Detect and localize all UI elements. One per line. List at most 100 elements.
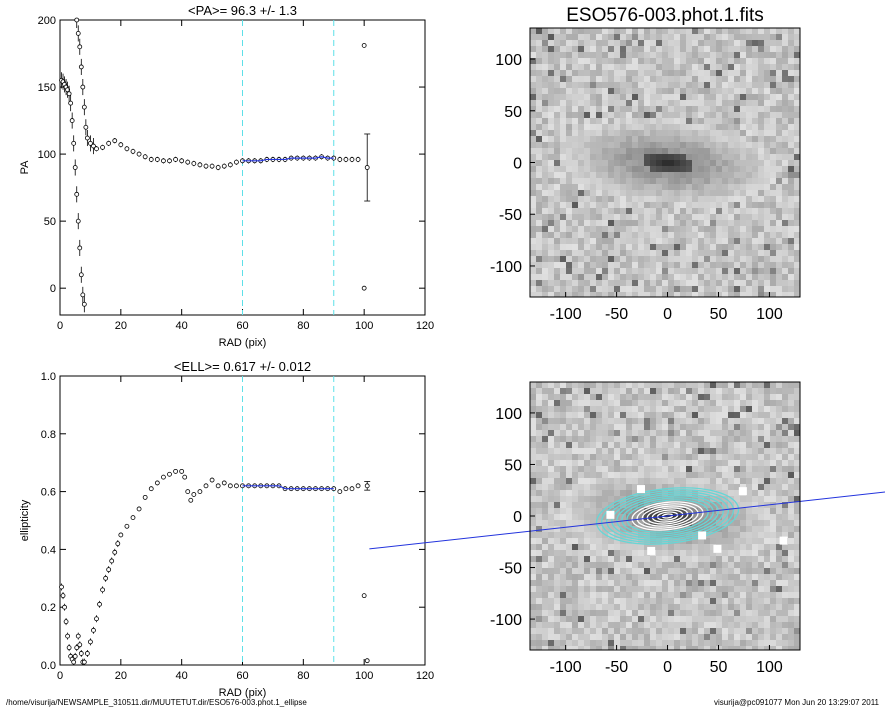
- data-point: [148, 486, 154, 492]
- data-point: [142, 154, 148, 160]
- x-tick-label: 100: [355, 320, 373, 332]
- data-point: [215, 483, 221, 489]
- data-point: [94, 616, 99, 622]
- data-point: [355, 157, 361, 162]
- y-tick-label: 200: [38, 15, 56, 27]
- data-point: [343, 157, 349, 162]
- x-axis-label: RAD (pix): [219, 687, 267, 699]
- x-tick-label: 20: [115, 670, 127, 682]
- y-tick-label: 50: [504, 104, 522, 121]
- y-tick-label: -100: [490, 612, 522, 629]
- data-point: [75, 218, 81, 224]
- data-point: [72, 653, 78, 659]
- masked-region: [606, 510, 615, 519]
- data-point: [100, 587, 105, 593]
- x-tick-label: 50: [710, 659, 728, 676]
- data-point: [59, 584, 64, 590]
- data-point: [68, 100, 74, 106]
- data-point: [167, 158, 172, 164]
- x-tick-label: 40: [176, 670, 188, 682]
- data-point: [77, 642, 83, 648]
- data-point: [191, 161, 197, 166]
- profile-plot-ell: <ELL>= 0.617 +/- 0.012 RAD (pix) elliptici…: [19, 359, 434, 699]
- data-point: [109, 558, 115, 564]
- x-tick-label: 80: [297, 320, 309, 332]
- data-point: [197, 489, 203, 495]
- image-panel-fits: ESO576-003.phot.1.fits -100 -50 0 50 100 -100 -…: [490, 5, 801, 323]
- x-tick-label: 40: [176, 320, 188, 332]
- data-point: [65, 633, 71, 639]
- x-tick-label: 0: [57, 320, 63, 332]
- data-point: [227, 162, 233, 168]
- data-point: [100, 144, 105, 150]
- data-point: [234, 159, 239, 165]
- y-tick-label: 0.2: [41, 602, 56, 614]
- masked-region: [713, 544, 722, 553]
- data-point: [88, 140, 93, 146]
- ellipse-overlay: [369, 485, 885, 555]
- data-point: [81, 301, 87, 307]
- data-point: [84, 651, 90, 656]
- data-point: [337, 489, 343, 495]
- data-point: [71, 140, 77, 146]
- x-tick-label: -50: [605, 659, 628, 676]
- fit-line: [242, 485, 334, 490]
- masked-region: [698, 531, 707, 540]
- masked-region: [779, 536, 788, 545]
- data-point: [74, 191, 80, 197]
- x-tick-label: 20: [115, 320, 127, 332]
- footer-timestamp: visurija@pc091077 Mon Jun 20 13:29:07 20…: [714, 698, 879, 707]
- x-tick-label: 0: [663, 659, 672, 676]
- x-tick-label: 80: [297, 670, 309, 682]
- data-point: [97, 601, 102, 607]
- data-point: [74, 645, 80, 651]
- data-point: [66, 91, 72, 97]
- data-point: [72, 165, 78, 170]
- data-point: [115, 541, 121, 547]
- data-point: [221, 163, 227, 169]
- y-tick-label: 150: [38, 82, 56, 94]
- data-point: [74, 17, 80, 23]
- mean-point: [364, 483, 370, 489]
- data-point: [209, 163, 215, 169]
- data-point: [71, 659, 77, 665]
- data-point: [60, 593, 66, 599]
- data-point: [167, 471, 172, 477]
- outlier-point: [361, 285, 367, 291]
- y-tick-label: 0.8: [41, 429, 56, 441]
- data-point: [75, 633, 81, 639]
- data-point: [182, 474, 188, 480]
- data-point: [154, 157, 160, 162]
- outlier-point: [364, 658, 370, 664]
- y-axis-label: PA: [19, 160, 31, 175]
- data-point: [349, 486, 355, 492]
- data-point: [136, 151, 142, 157]
- data-point: [349, 157, 355, 162]
- masked-region: [636, 485, 645, 494]
- data-point: [103, 575, 109, 581]
- data-point: [130, 149, 136, 154]
- data-point: [136, 506, 142, 512]
- y-tick-label: 0.6: [41, 487, 56, 499]
- y-tick-label: -50: [499, 207, 522, 224]
- data-point: [118, 532, 124, 538]
- data-point: [118, 142, 124, 148]
- image-title: ESO576-003.phot.1.fits: [566, 5, 764, 26]
- plot-title: <PA>= 96.3 +/- 1.3: [188, 3, 297, 18]
- footer-path: /home/visurija/NEWSAMPLE_310511.dir/MUUT…: [6, 698, 307, 707]
- y-tick-label: 100: [495, 52, 522, 69]
- image-panel-ellipse: -100 -50 0 50 100 -100 -50 0 50 100: [369, 381, 885, 676]
- data-point: [112, 549, 118, 555]
- data-point: [106, 567, 112, 573]
- data-point: [84, 135, 90, 141]
- y-tick-label: 0: [50, 283, 56, 295]
- x-tick-label: 50: [710, 306, 728, 323]
- y-tick-label: 0.4: [41, 544, 56, 556]
- data-point: [130, 515, 136, 521]
- data-point: [106, 140, 112, 146]
- data-point: [191, 492, 197, 497]
- data-point: [91, 143, 96, 149]
- data-point: [81, 104, 87, 110]
- data-point: [185, 159, 191, 165]
- data-point: [78, 64, 84, 70]
